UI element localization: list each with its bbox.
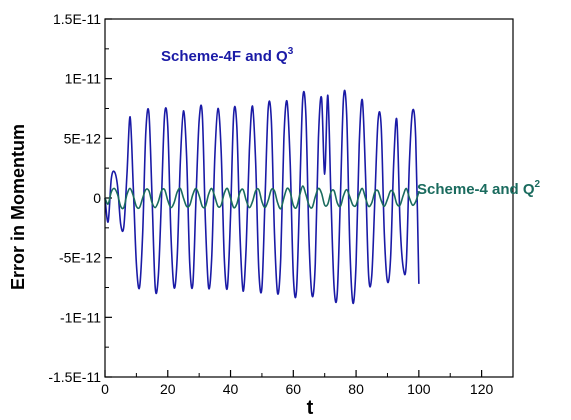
x-tick-label: 40 (223, 381, 239, 397)
series-label-scheme-4: Scheme-4 and Q2 (417, 179, 541, 198)
y-tick-label: 1E-11 (65, 71, 102, 87)
series-layer (104, 89, 420, 305)
series-line-scheme-4f (104, 89, 420, 305)
series-line-scheme-4 (104, 185, 420, 210)
x-tick-label: 20 (160, 381, 176, 397)
x-axis-ticks: 0 20 40 60 80 100 120 (101, 370, 494, 397)
series-label-scheme-4f-main: Scheme-4F and Q (161, 48, 288, 65)
y-tick-label: -1.5E-11 (48, 369, 101, 385)
x-tick-label: 60 (286, 381, 302, 397)
y-axis-title: Error in Momentum (8, 124, 28, 290)
x-tick-label: 80 (348, 381, 364, 397)
series-label-scheme-4f: Scheme-4F and Q3 (161, 46, 294, 65)
x-tick-label: 0 (101, 381, 109, 397)
series-label-scheme-4f-superscript: 3 (288, 46, 294, 57)
y-axis-ticks: -1.5E-11 -1E-11 -5E-12 0 5E-12 1E-11 1.5E-11 (48, 11, 112, 385)
y-tick-label: 1.5E-11 (53, 11, 101, 27)
series-label-scheme-4-superscript: 2 (535, 179, 541, 190)
plot-area-frame (104, 18, 514, 378)
y-tick-label: -5E-12 (59, 250, 101, 266)
series-label-scheme-4-main: Scheme-4 and Q (417, 181, 535, 198)
y-tick-label: -1E-11 (60, 309, 101, 325)
y-tick-label: 5E-12 (64, 130, 102, 146)
x-axis-title: t (307, 397, 314, 419)
y-tick-label: 0 (93, 190, 101, 206)
x-tick-label: 100 (407, 381, 431, 397)
x-tick-label: 120 (470, 381, 494, 397)
